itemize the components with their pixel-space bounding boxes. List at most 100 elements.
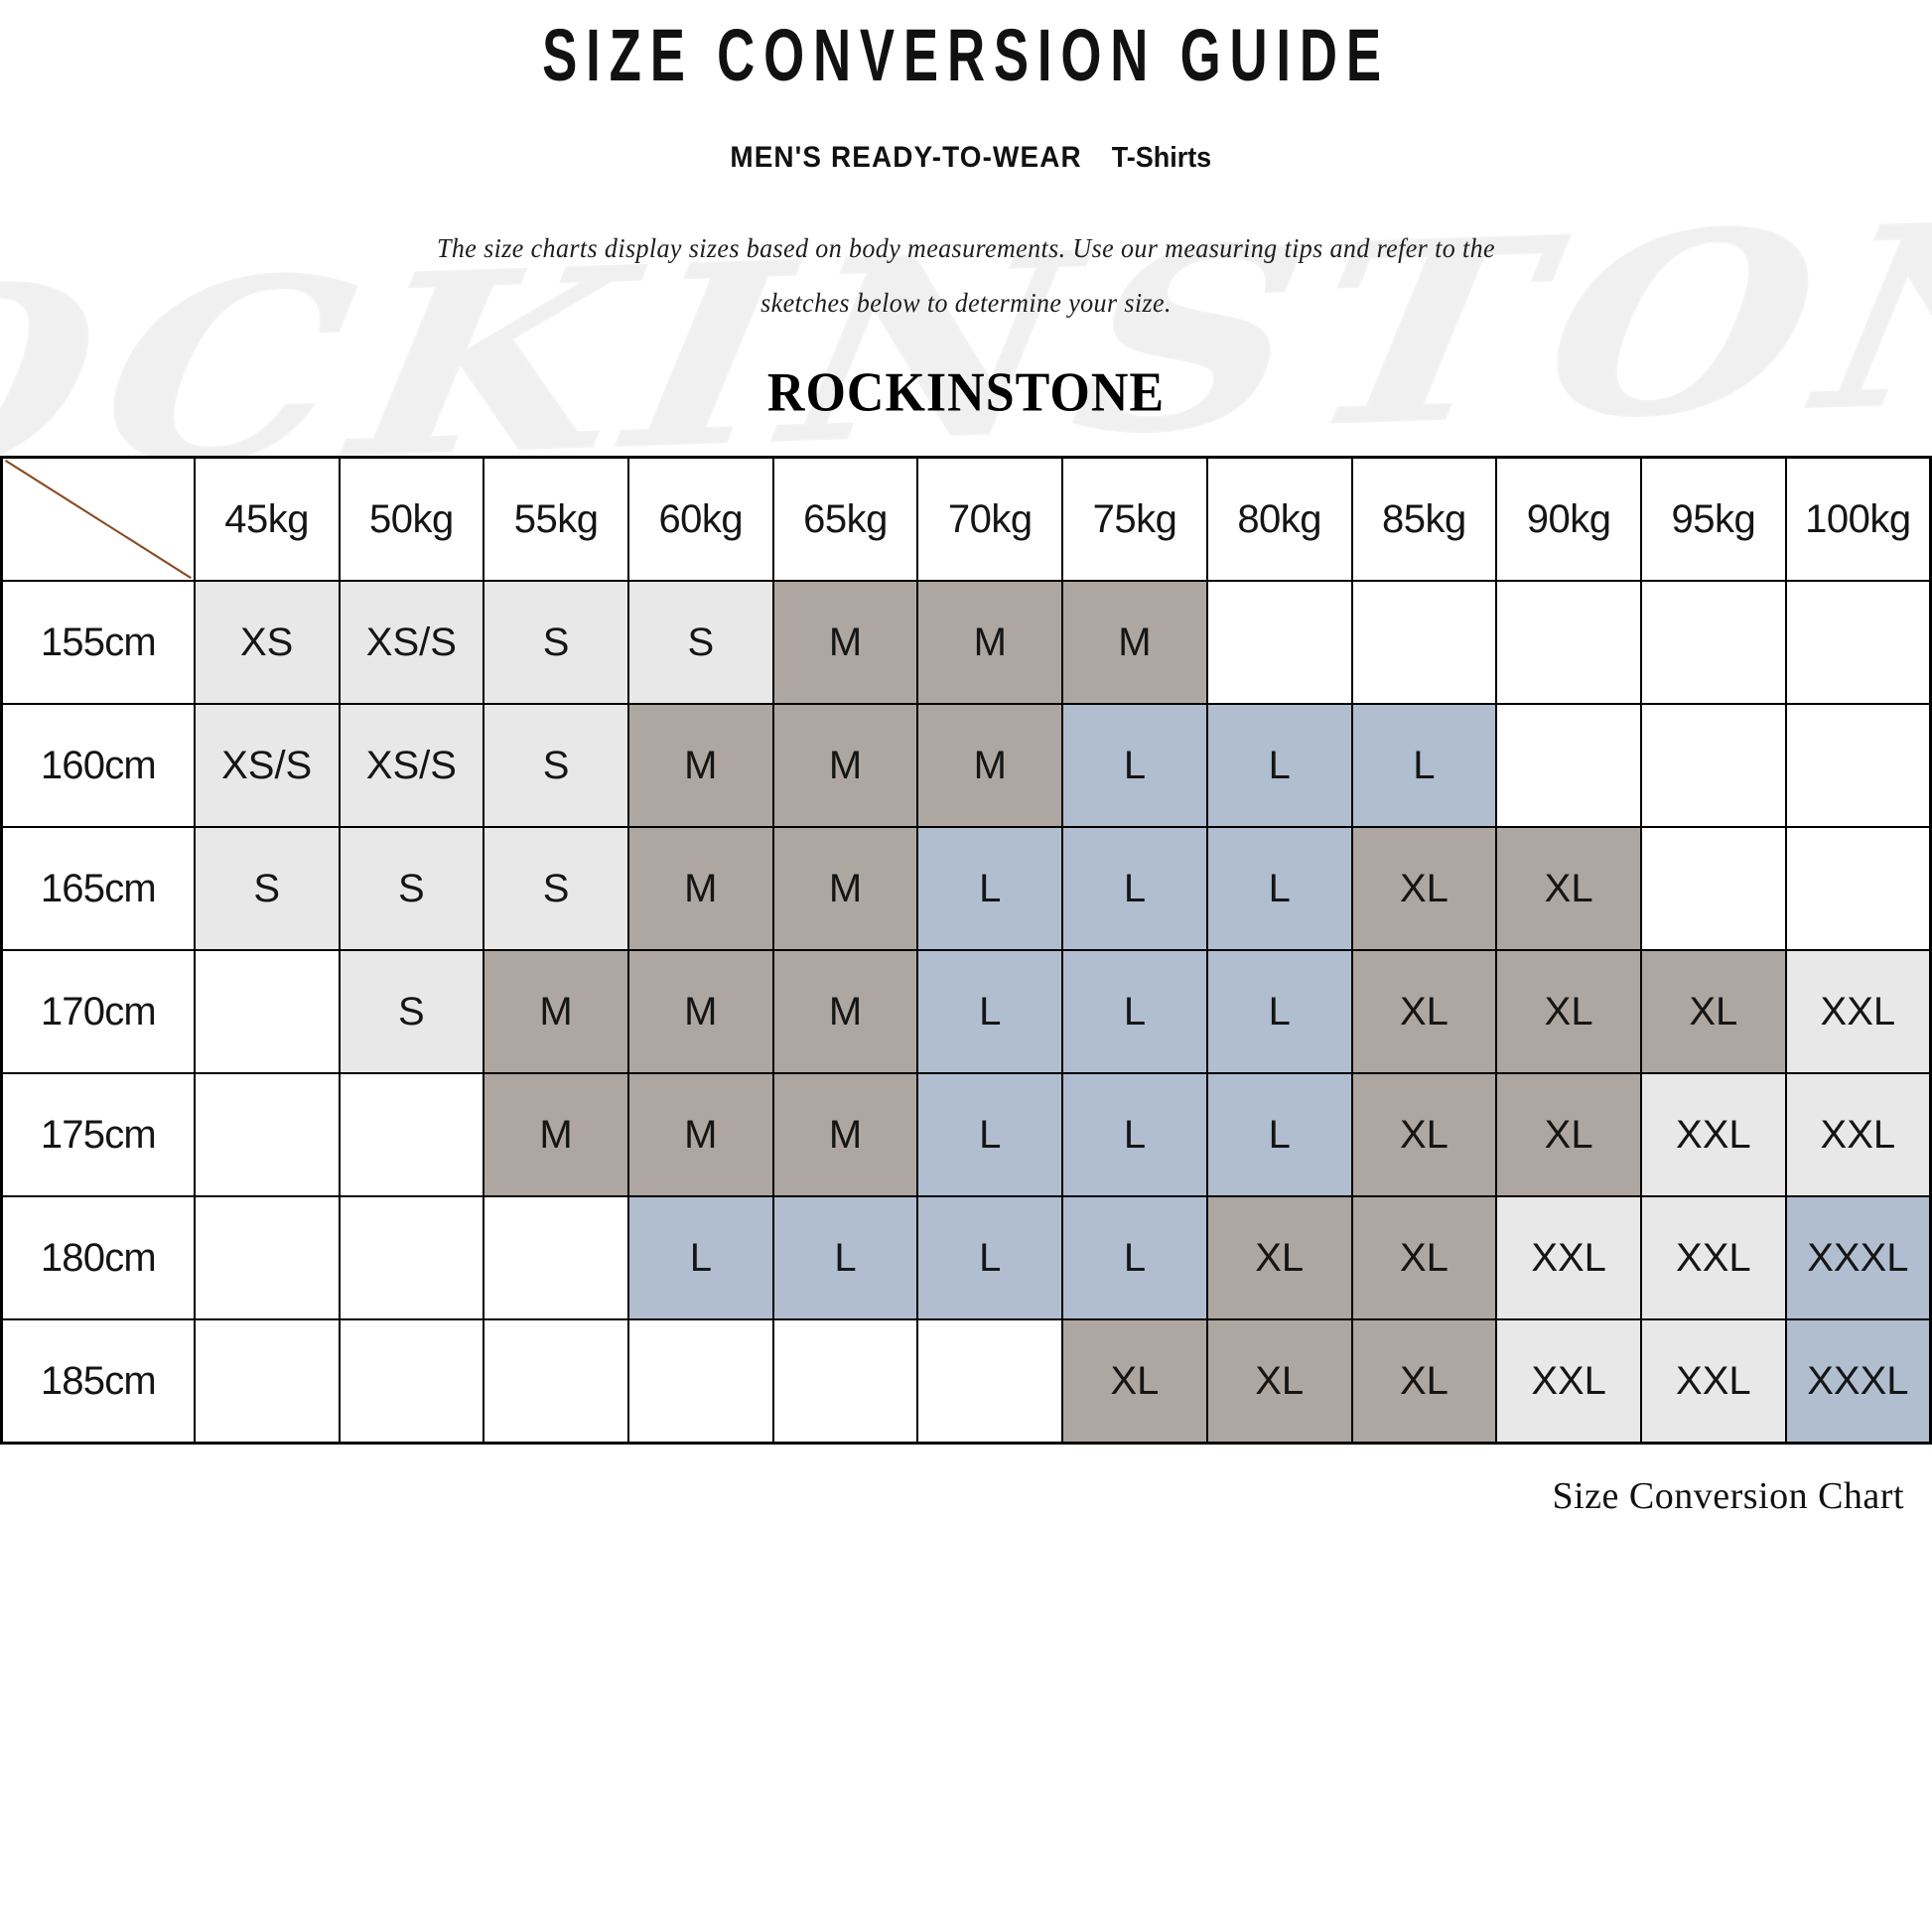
- size-cell: XS/S: [338, 580, 485, 705]
- column-header-weight: 50kg: [338, 456, 485, 582]
- size-cell: M: [771, 703, 919, 828]
- size-cell: S: [338, 949, 485, 1074]
- size-cell: XL: [1205, 1318, 1353, 1445]
- size-cell: [1639, 826, 1787, 951]
- size-cell: [916, 1318, 1064, 1445]
- size-cell: L: [1061, 1072, 1208, 1197]
- row-header-height: 175cm: [0, 1072, 196, 1197]
- table-row: 185cm XL XL XL XXL XXL XXXL: [0, 1318, 1932, 1445]
- size-cell: XL: [1350, 949, 1498, 1074]
- column-header-weight: 95kg: [1639, 456, 1787, 582]
- column-header-weight: 100kg: [1784, 456, 1932, 582]
- size-cell: L: [916, 826, 1064, 951]
- table-body: 155cm XS XS/S S S M M M 160cm XS/S XS/S S M M M L L L 165c…: [0, 580, 1932, 1445]
- size-cell: S: [483, 826, 629, 951]
- subtitle-category: MEN'S READY-TO-WEAR: [730, 141, 1083, 174]
- size-cell: M: [916, 703, 1064, 828]
- size-cell: L: [1205, 949, 1353, 1074]
- size-cell: [1639, 703, 1787, 828]
- size-conversion-table: 45kg 50kg 55kg 60kg 65kg 70kg 75kg 80kg 85kg 90kg…: [0, 456, 1932, 1445]
- size-cell: XL: [1350, 1318, 1498, 1445]
- table-header: 45kg 50kg 55kg 60kg 65kg 70kg 75kg 80kg 85kg 90kg…: [0, 456, 1932, 582]
- size-cell: L: [1205, 703, 1353, 828]
- size-cell: M: [916, 580, 1064, 705]
- size-cell: L: [626, 1195, 774, 1320]
- document-header: SIZE CONVERSION GUIDE MEN'S READY-TO-WEA…: [0, 0, 1932, 424]
- size-cell: M: [626, 1072, 774, 1197]
- size-cell: L: [1061, 826, 1208, 951]
- size-cell: XL: [1639, 949, 1787, 1074]
- size-cell: [338, 1318, 485, 1445]
- size-cell: M: [771, 580, 919, 705]
- table-row: 180cm L L L L XL XL XXL XXL XXXL: [0, 1195, 1932, 1320]
- size-cell: M: [1061, 580, 1208, 705]
- size-cell: M: [626, 703, 774, 828]
- size-cell: XL: [1495, 1072, 1642, 1197]
- size-cell: M: [483, 949, 629, 1074]
- size-cell: [1205, 580, 1353, 705]
- size-cell: L: [916, 1072, 1064, 1197]
- size-cell: M: [771, 949, 919, 1074]
- size-cell: S: [483, 580, 629, 705]
- size-cell: [771, 1318, 919, 1445]
- size-cell: XXXL: [1784, 1195, 1932, 1320]
- row-header-height: 165cm: [0, 826, 196, 951]
- row-header-height: 180cm: [0, 1195, 196, 1320]
- size-cell: XXL: [1639, 1195, 1787, 1320]
- page-title: SIZE CONVERSION GUIDE: [542, 13, 1390, 96]
- size-cell: XL: [1495, 949, 1642, 1074]
- size-cell: XXL: [1495, 1318, 1642, 1445]
- size-cell: [483, 1195, 629, 1320]
- header-row: 45kg 50kg 55kg 60kg 65kg 70kg 75kg 80kg 85kg 90kg…: [0, 456, 1932, 582]
- size-cell: L: [1061, 703, 1208, 828]
- table-row: 160cm XS/S XS/S S M M M L L L: [0, 703, 1932, 828]
- brand-name: ROCKINSTONE: [766, 361, 1166, 424]
- size-cell: XXL: [1495, 1195, 1642, 1320]
- size-cell: S: [483, 703, 629, 828]
- size-cell: [1784, 703, 1932, 828]
- corner-cell-diagonal: [0, 456, 196, 582]
- size-cell: XXL: [1639, 1072, 1787, 1197]
- size-cell: [626, 1318, 774, 1445]
- size-cell: XL: [1205, 1195, 1353, 1320]
- size-cell: M: [771, 826, 919, 951]
- size-cell: L: [1350, 703, 1498, 828]
- size-cell: XXL: [1784, 949, 1932, 1074]
- size-cell: XL: [1495, 826, 1642, 951]
- size-cell: [193, 1195, 341, 1320]
- column-header-weight: 90kg: [1495, 456, 1642, 582]
- size-cell: L: [1205, 826, 1353, 951]
- size-cell: L: [916, 949, 1064, 1074]
- size-cell: M: [626, 949, 774, 1074]
- size-cell: [1784, 580, 1932, 705]
- size-cell: XS: [193, 580, 341, 705]
- size-cell: [1495, 703, 1642, 828]
- size-cell: [1350, 580, 1498, 705]
- size-cell: S: [626, 580, 774, 705]
- size-cell: [338, 1072, 485, 1197]
- size-cell: [193, 1318, 341, 1445]
- size-table-container: 45kg 50kg 55kg 60kg 65kg 70kg 75kg 80kg 85kg 90kg…: [0, 456, 1932, 1445]
- table-row: 155cm XS XS/S S S M M M: [0, 580, 1932, 705]
- size-cell: [193, 1072, 341, 1197]
- subtitle-row: MEN'S READY-TO-WEAR T-Shirts: [0, 143, 1932, 173]
- footer-caption: Size Conversion Chart: [1552, 1475, 1904, 1517]
- column-header-weight: 70kg: [916, 456, 1064, 582]
- size-cell: XXL: [1639, 1318, 1787, 1445]
- table-row: 165cm S S S M M L L L XL XL: [0, 826, 1932, 951]
- size-cell: XS/S: [338, 703, 485, 828]
- column-header-weight: 60kg: [626, 456, 774, 582]
- size-cell: [483, 1318, 629, 1445]
- size-cell: XXXL: [1784, 1318, 1932, 1445]
- description-text: The size charts display sizes based on b…: [437, 232, 1495, 319]
- size-cell: [338, 1195, 485, 1320]
- size-cell: S: [193, 826, 341, 951]
- size-cell: L: [1061, 949, 1208, 1074]
- column-header-weight: 75kg: [1061, 456, 1208, 582]
- size-cell: L: [1061, 1195, 1208, 1320]
- row-header-height: 160cm: [0, 703, 196, 828]
- row-header-height: 155cm: [0, 580, 196, 705]
- size-cell: XL: [1350, 826, 1498, 951]
- size-cell: M: [483, 1072, 629, 1197]
- size-cell: [1495, 580, 1642, 705]
